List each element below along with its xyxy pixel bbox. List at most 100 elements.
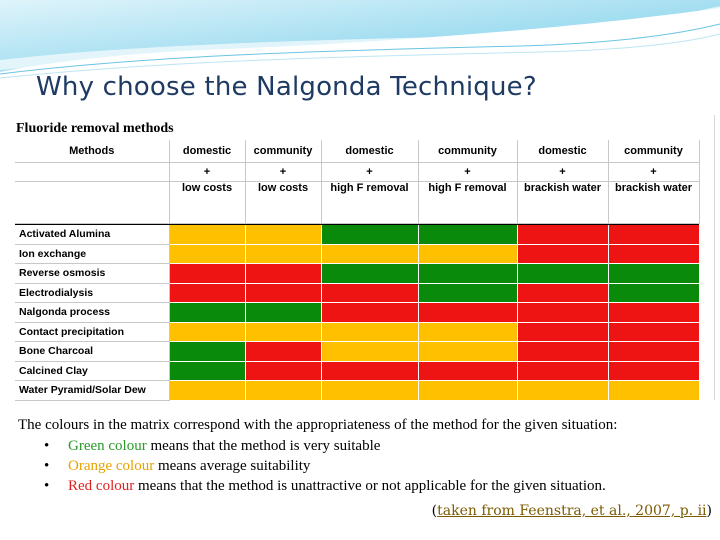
column-header-2: community bbox=[245, 140, 322, 163]
bullet-icon: • bbox=[44, 478, 50, 494]
legend-red-text: means that the method is unattractive or… bbox=[134, 478, 606, 494]
header-row-plus: + + + + + + bbox=[15, 162, 700, 182]
table-row: Nalgonda process bbox=[15, 302, 700, 323]
slide-title: Why choose the Nalgonda Technique? bbox=[36, 72, 537, 102]
rating-cell-green bbox=[418, 225, 518, 245]
table-row: Contact precipitation bbox=[15, 322, 700, 342]
table-row: Ion exchange bbox=[15, 244, 700, 264]
method-name: Reverse osmosis bbox=[15, 263, 170, 284]
method-name: Bone Charcoal bbox=[15, 341, 170, 362]
method-name: Activated Alumina bbox=[15, 225, 170, 245]
column-header-1: domestic bbox=[169, 140, 246, 163]
rating-cell-red bbox=[517, 225, 609, 245]
table-row: Water Pyramid/Solar Dew bbox=[15, 380, 700, 401]
rating-cell-green bbox=[169, 341, 246, 362]
column-header-3: domestic bbox=[321, 140, 419, 163]
rating-cell-orange bbox=[418, 322, 518, 342]
column-plus-3: + bbox=[321, 162, 419, 182]
rating-cell-orange bbox=[517, 380, 609, 401]
column-plus-5: + bbox=[517, 162, 609, 182]
column-plus-1: + bbox=[169, 162, 246, 182]
legend-list: • Green colour means that the method is v… bbox=[18, 436, 617, 496]
rating-cell-green bbox=[169, 302, 246, 323]
column-header-6: community bbox=[608, 140, 700, 163]
column-sub-5: brackish water bbox=[517, 181, 609, 224]
citation-link[interactable]: taken from Feenstra, et al., 2007, p. ii bbox=[437, 503, 707, 519]
rating-cell-red bbox=[418, 361, 518, 381]
rating-cell-orange bbox=[608, 380, 700, 401]
column-header-4: community bbox=[418, 140, 518, 163]
rating-cell-red bbox=[321, 361, 419, 381]
rating-cell-green bbox=[321, 225, 419, 245]
rating-cell-green bbox=[245, 302, 322, 323]
rating-cell-red bbox=[321, 283, 419, 303]
method-name: Ion exchange bbox=[15, 244, 170, 264]
rating-cell-orange bbox=[321, 380, 419, 401]
legend-orange-label: Orange colour bbox=[68, 458, 155, 474]
rating-cell-red bbox=[517, 322, 609, 342]
legend-item-orange: • Orange colour means average suitability bbox=[44, 456, 617, 476]
table-row: Calcined Clay bbox=[15, 361, 700, 381]
bullet-icon: • bbox=[44, 438, 50, 454]
rating-cell-red bbox=[245, 263, 322, 284]
rating-cell-orange bbox=[169, 244, 246, 264]
rating-cell-red bbox=[517, 302, 609, 323]
legend-red-label: Red colour bbox=[68, 478, 135, 494]
fluoride-methods-matrix: Methods domestic community domestic comm… bbox=[15, 140, 700, 401]
rating-cell-red bbox=[608, 225, 700, 245]
citation-open-paren: ( bbox=[431, 503, 438, 519]
header-row-top: Methods domestic community domestic comm… bbox=[15, 140, 700, 163]
legend-green-label: Green colour bbox=[68, 438, 147, 454]
legend-orange-text: means average suitability bbox=[154, 458, 311, 474]
legend-green-text: means that the method is very suitable bbox=[146, 438, 381, 454]
column-sub-4: high F removal bbox=[418, 181, 518, 224]
rating-cell-red bbox=[418, 302, 518, 323]
rating-cell-orange bbox=[245, 380, 322, 401]
rating-cell-red bbox=[245, 283, 322, 303]
method-name: Calcined Clay bbox=[15, 361, 170, 381]
rating-cell-red bbox=[608, 341, 700, 362]
table-row: Reverse osmosis bbox=[15, 263, 700, 284]
rating-cell-green bbox=[418, 283, 518, 303]
rating-cell-red bbox=[245, 341, 322, 362]
rating-cell-green bbox=[321, 263, 419, 284]
rating-cell-orange bbox=[418, 341, 518, 362]
rating-cell-green bbox=[418, 263, 518, 284]
rating-cell-green bbox=[608, 283, 700, 303]
rating-cell-red bbox=[517, 341, 609, 362]
column-sub-1: low costs bbox=[169, 181, 246, 224]
rating-cell-red bbox=[517, 283, 609, 303]
rating-cell-orange bbox=[418, 244, 518, 264]
rating-cell-green bbox=[169, 361, 246, 381]
rating-cell-red bbox=[169, 263, 246, 284]
legend-item-green: • Green colour means that the method is v… bbox=[44, 436, 617, 456]
rating-cell-red bbox=[608, 244, 700, 264]
table-row: Bone Charcoal bbox=[15, 341, 700, 362]
column-sub-3: high F removal bbox=[321, 181, 419, 224]
column-plus-2: + bbox=[245, 162, 322, 182]
column-sub-6: brackish water bbox=[608, 181, 700, 224]
rating-cell-red bbox=[245, 361, 322, 381]
rating-cell-orange bbox=[321, 341, 419, 362]
bullet-icon: • bbox=[44, 458, 50, 474]
rating-cell-red bbox=[608, 361, 700, 381]
matrix-body: Activated Alumina Ion exchange Reverse osm… bbox=[15, 225, 700, 401]
rating-cell-red bbox=[608, 302, 700, 323]
citation: (taken from Feenstra, et al., 2007, p. i… bbox=[432, 503, 712, 519]
column-plus-6: + bbox=[608, 162, 700, 182]
rating-cell-red bbox=[608, 322, 700, 342]
header-divider bbox=[15, 223, 699, 225]
rating-cell-orange bbox=[418, 380, 518, 401]
rating-cell-red bbox=[517, 244, 609, 264]
legend-intro: The colours in the matrix correspond wit… bbox=[18, 417, 618, 433]
method-name: Water Pyramid/Solar Dew bbox=[15, 380, 170, 401]
rating-cell-green bbox=[517, 263, 609, 284]
rating-cell-red bbox=[321, 302, 419, 323]
column-header-5: domestic bbox=[517, 140, 609, 163]
right-border-line bbox=[714, 115, 715, 400]
method-name: Contact precipitation bbox=[15, 322, 170, 342]
rating-cell-orange bbox=[169, 322, 246, 342]
rating-cell-orange bbox=[245, 225, 322, 245]
column-sub-2: low costs bbox=[245, 181, 322, 224]
header-row-sub: low costs low costs high F removal high … bbox=[15, 181, 700, 224]
